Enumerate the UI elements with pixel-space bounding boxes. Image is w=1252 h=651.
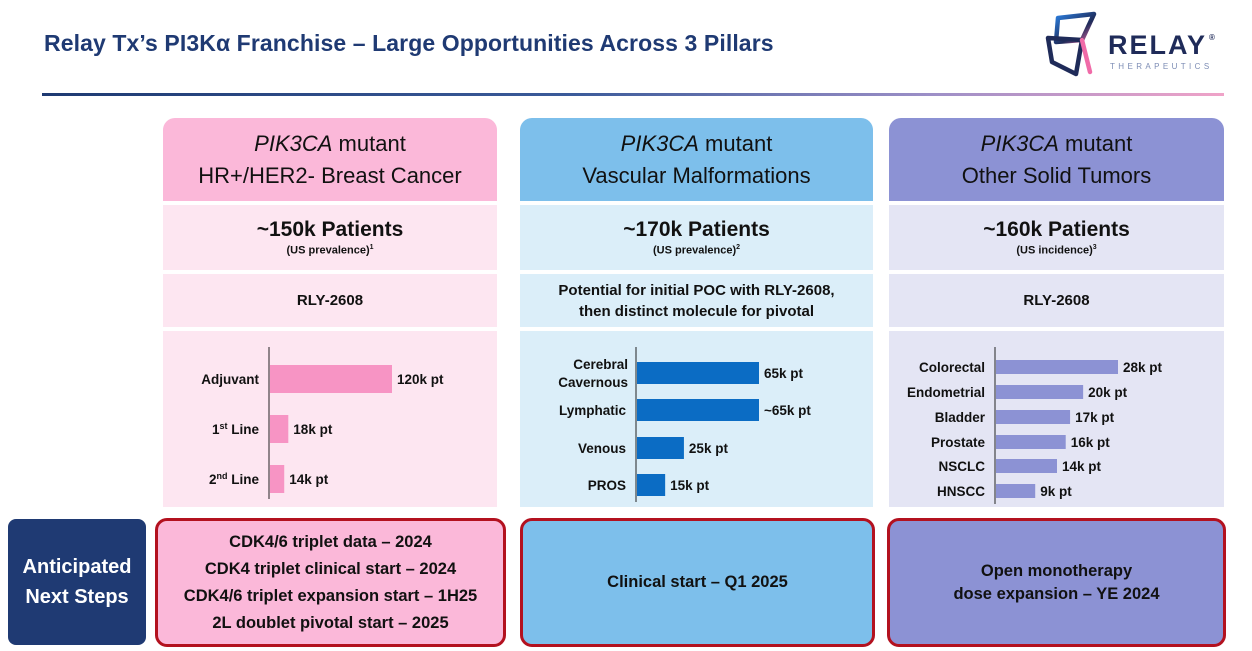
chart-value-label: ~65k pt [764,403,811,418]
chart-category-label: Cerebral Cavernous [558,357,628,390]
chart-value-label: 14k pt [1062,459,1102,474]
chart-category-label: HNSCC [937,484,985,499]
chart-vascular-malformations: 65k pt Cerebral Cavernous ~65k pt Lymphatic 2… [520,331,873,507]
chart-category-label: NSCLC [939,459,986,474]
chart-category-label: Prostate [931,435,986,450]
next-steps-breast-cancer: CDK4/6 triplet data – 2024 CDK4 triplet … [155,518,506,647]
next-steps-solid-tumors: Open monotherapy dose expansion – YE 202… [887,518,1226,647]
chart-bar [637,362,759,384]
chart-category-label: Bladder [935,410,986,425]
patients-stat-breast-cancer: ~150k Patients (US prevalence)1 [163,205,497,270]
anticipated-next-steps-label: Anticipated Next Steps [8,519,146,645]
chart-breast-cancer: 120k pt Adjuvant 18k pt 1st Line 14k pt 2nd L… [163,331,497,507]
chart-value-label: 120k pt [397,372,444,387]
chart-bar [996,484,1036,498]
next-step-item: CDK4/6 triplet data – 2024 [229,532,432,551]
chart-background [163,331,497,507]
pillar-header-solid-tumors: PIK3CA mutant Other Solid Tumors [889,118,1224,201]
chart-value-label: 14k pt [289,472,329,487]
chart-category-label: PROS [588,478,626,493]
molecule-vascular-malformations: Potential for initial POC with RLY-2608,… [520,274,873,327]
chart-solid-tumors: 28k pt Colorectal 20k pt Endometrial 17k pt B… [889,331,1224,507]
next-step-item: dose expansion – YE 2024 [953,584,1160,603]
chart-bar [637,474,666,496]
chart-value-label: 16k pt [1071,435,1111,450]
pillar-header-breast-cancer: PIK3CA mutant HR+/HER2- Breast Cancer [163,118,497,201]
next-step-item: Open monotherapy [980,561,1133,580]
next-steps-vascular-malformations: Clinical start – Q1 2025 [520,518,875,647]
page-title: Relay Tx’s PI3Kα Franchise – Large Oppor… [44,30,774,56]
next-step-item: 2L doublet pivotal start – 2025 [212,613,449,632]
chart-value-label: 28k pt [1123,360,1163,375]
chart-value-label: 17k pt [1075,410,1115,425]
chart-category-label: Adjuvant [201,372,259,387]
chart-value-label: 25k pt [689,441,729,456]
chart-value-label: 18k pt [293,422,333,437]
chart-bar [996,385,1084,399]
molecule-breast-cancer: RLY-2608 [163,274,497,327]
chart-bar [996,360,1118,374]
title-divider [42,93,1224,96]
patients-stat-vascular-malformations: ~170k Patients (US prevalence)2 [520,205,873,270]
pillar-header-vascular-malformations: PIK3CA mutant Vascular Malformations [520,118,873,201]
chart-bar [270,365,392,393]
chart-bar [270,415,289,443]
chart-bar [270,465,285,493]
chart-value-label: 65k pt [764,366,804,381]
molecule-solid-tumors: RLY-2608 [889,274,1224,327]
relay-logo: RELAY ® THERAPEUTICS [1042,10,1232,82]
chart-category-label: Colorectal [919,360,985,375]
chart-bar [637,437,684,459]
chart-value-label: 20k pt [1088,385,1128,400]
chart-bar [996,459,1057,473]
chart-category-label: 2nd Line [209,471,260,487]
relay-logo-mark-icon [1045,11,1097,77]
logo-subtitle: THERAPEUTICS [1110,62,1213,71]
next-step-item: CDK4/6 triplet expansion start – 1H25 [183,586,478,605]
chart-value-label: 15k pt [670,478,710,493]
chart-value-label: 9k pt [1040,484,1072,499]
next-step-item: CDK4 triplet clinical start – 2024 [204,559,457,578]
chart-category-label: Venous [578,441,626,456]
chart-bar [996,435,1066,449]
chart-category-label: Lymphatic [559,403,627,418]
chart-bar [637,399,759,421]
chart-bar [996,410,1071,424]
chart-category-label: 1st Line [212,421,260,437]
chart-category-label: Endometrial [907,385,985,400]
logo-wordmark: RELAY ® [1108,30,1215,60]
patients-stat-solid-tumors: ~160k Patients (US incidence)3 [889,205,1224,270]
next-step-item: Clinical start – Q1 2025 [607,573,788,591]
